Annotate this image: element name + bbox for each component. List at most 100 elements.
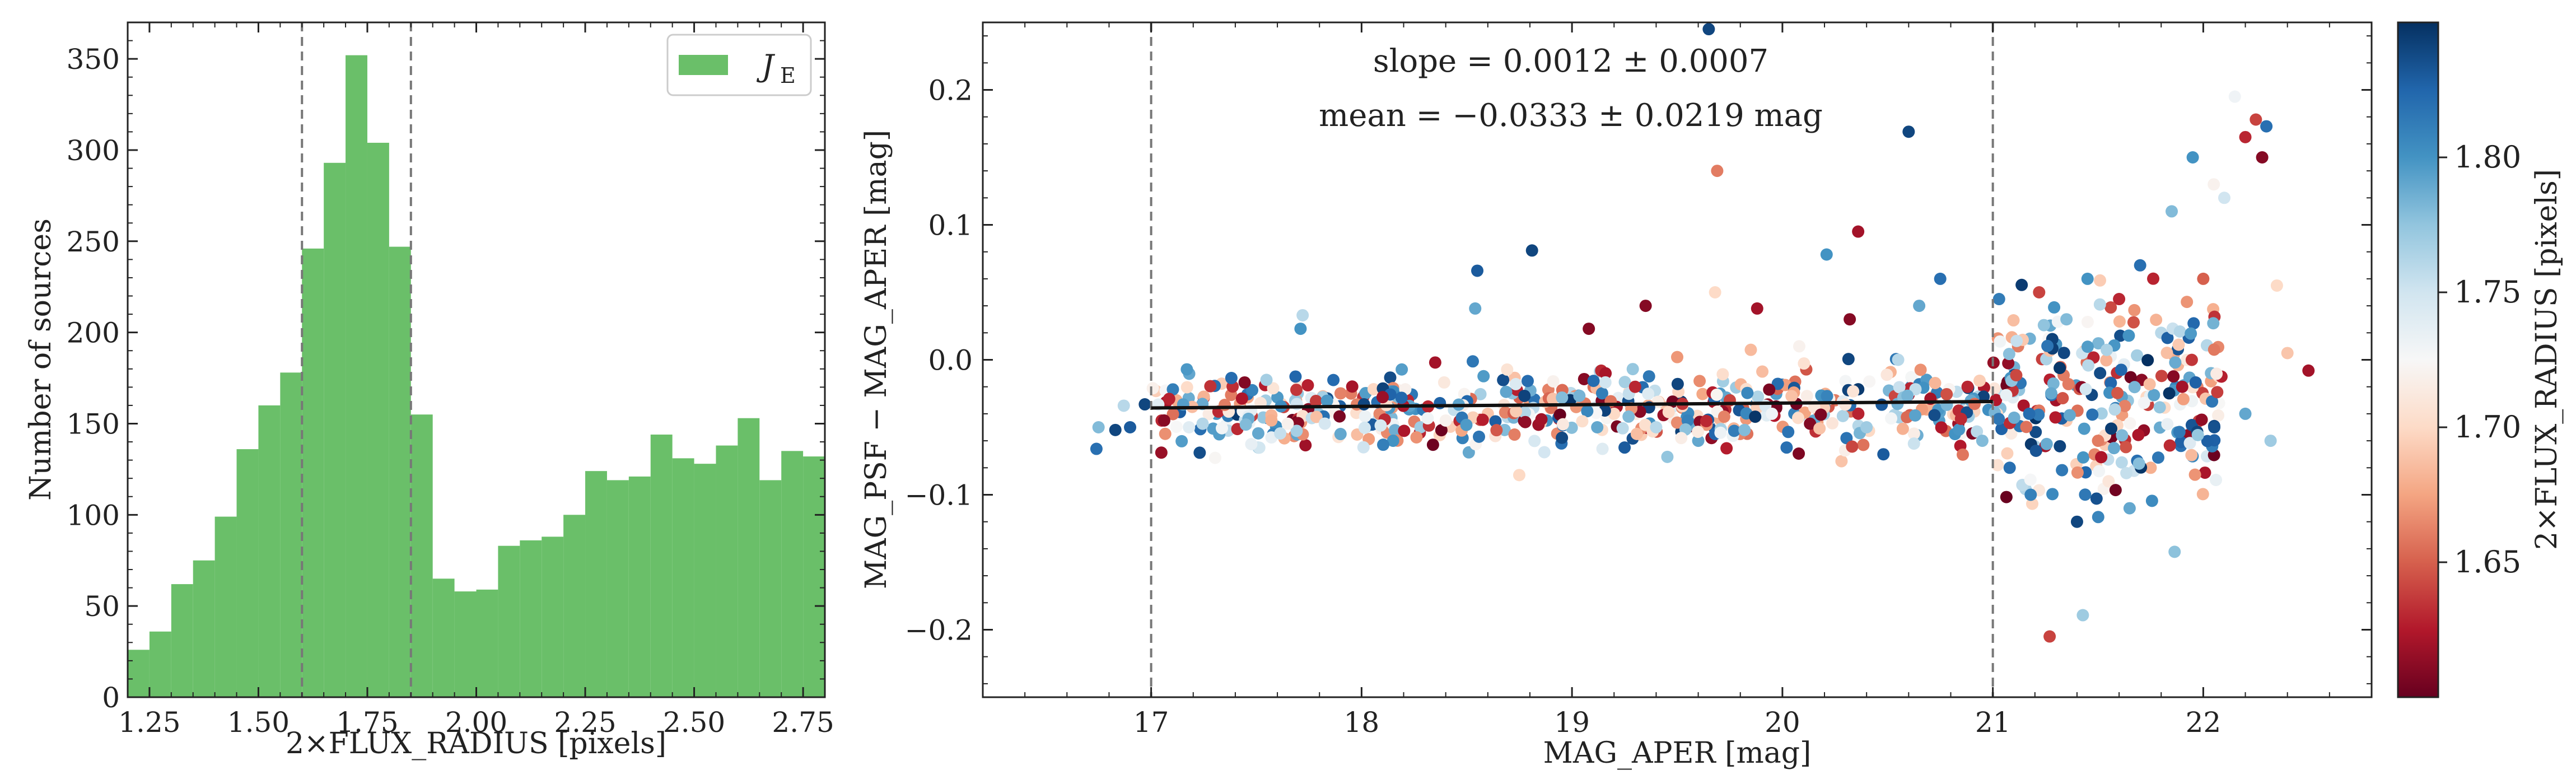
scatter-point <box>1696 388 1709 400</box>
scatter-point <box>1662 405 1675 418</box>
scatter-point <box>2082 359 2095 372</box>
scatter-point <box>1274 427 1287 440</box>
scatter-point <box>1847 385 1860 398</box>
scatter-point <box>2086 408 2099 421</box>
scatter-point <box>2079 488 2092 501</box>
scatter-point <box>1852 225 1865 238</box>
scatter-point <box>2195 413 2208 426</box>
histogram-xtick-label: 2.50 <box>663 706 725 739</box>
scatter-point <box>1842 353 1855 366</box>
scatter-point <box>2264 435 2277 447</box>
histogram-ytick-label: 300 <box>67 134 120 167</box>
scatter-point <box>2037 319 2050 332</box>
scatter-point <box>2063 409 2076 422</box>
histogram-xlabel: 2×FLUX_RADIUS [pixels] <box>286 727 666 760</box>
scatter-point <box>1159 427 1172 440</box>
scatter-point <box>1556 418 1569 431</box>
scatter-point <box>1596 442 1609 455</box>
scatter-point <box>2000 389 2013 402</box>
histogram-bar <box>171 584 193 697</box>
scatter-point <box>1749 410 1762 423</box>
scatter-point <box>2113 315 2126 328</box>
scatter-point <box>2076 609 2089 622</box>
scatter-point <box>1301 379 1314 392</box>
histogram-xtick-label: 1.50 <box>227 706 290 739</box>
histogram-bar <box>738 418 760 697</box>
scatter-point <box>1709 286 1721 298</box>
scatter-point <box>2127 316 2140 329</box>
scatter-point <box>2143 378 2156 391</box>
scatter-point <box>1846 440 1859 453</box>
scatter-point <box>1821 390 1833 403</box>
scatter-point <box>2057 347 2070 360</box>
scatter-point <box>1158 414 1170 427</box>
scatter-point <box>2173 325 2186 338</box>
scatter-point <box>1289 370 1302 383</box>
scatter-point <box>2161 418 2174 431</box>
scatter-point <box>2060 313 2073 326</box>
scatter-point <box>1535 413 1548 426</box>
legend-label-sub: E <box>780 63 796 88</box>
scatter-point <box>1992 413 2005 426</box>
histogram-bar <box>476 589 498 697</box>
scatter-point <box>2163 439 2176 452</box>
scatter-point <box>1935 421 1948 434</box>
scatter-point <box>1166 408 1179 421</box>
scatter-point <box>1462 446 1475 459</box>
colorbar-tick-label: 1.75 <box>2454 274 2521 310</box>
scatter-point <box>2023 407 2036 420</box>
scatter-point <box>1992 293 2005 306</box>
scatter-point <box>2256 151 2269 164</box>
scatter-point <box>2168 545 2181 558</box>
scatter-point <box>2250 113 2262 126</box>
scatter-point <box>1591 421 1604 433</box>
scatter-point <box>1521 375 1534 388</box>
scatter-point <box>1628 380 1641 393</box>
scatter-point <box>2210 474 2223 487</box>
histogram-ytick-label: 200 <box>67 317 120 349</box>
scatter-point <box>1977 390 1990 403</box>
scatter-point <box>1877 448 1890 461</box>
scatter-point <box>2128 304 2141 316</box>
scatter-point <box>1957 448 1970 461</box>
scatter-point <box>1410 431 1423 444</box>
scatter-point <box>1309 394 1322 407</box>
histogram-bar <box>628 476 651 697</box>
histogram-bar <box>716 445 738 697</box>
scatter-point <box>2124 417 2136 430</box>
scatter-point <box>2047 377 2060 390</box>
scatter-point <box>1476 413 1489 426</box>
scatter-point <box>1573 389 1586 402</box>
scatter-point <box>1630 427 1643 440</box>
scatter-point <box>1500 385 1513 398</box>
histogram-xtick-label: 1.75 <box>336 706 398 739</box>
scatter-point <box>2020 421 2033 433</box>
scatter-point <box>2239 407 2252 420</box>
scatter-point <box>2183 437 2196 450</box>
legend-frame <box>666 34 812 96</box>
scatter-point <box>1519 416 1532 428</box>
histogram-ytick-label: 350 <box>67 43 120 76</box>
scatter-point <box>1940 388 1953 400</box>
scatter-point <box>1800 390 1813 403</box>
scatter-point <box>2114 329 2127 342</box>
scatter-point <box>1310 410 1323 423</box>
scatter-point <box>2176 380 2188 393</box>
scatter-point <box>1968 398 1981 410</box>
scatter-point <box>1793 340 1805 353</box>
scatter-point <box>1193 446 1206 459</box>
histogram-xtick-label: 2.75 <box>772 706 834 739</box>
scatter-point <box>1608 407 1621 420</box>
scatter-point <box>1976 435 1989 447</box>
scatter-ytick-label: 0.0 <box>928 344 973 377</box>
scatter-point <box>2185 353 2198 366</box>
scatter-xtick-label: 17 <box>1133 706 1169 739</box>
histogram-xtick-label: 1.25 <box>118 706 180 739</box>
scatter-point <box>1991 459 2004 472</box>
scatter-point <box>1907 427 1920 440</box>
scatter-point <box>1509 377 1522 390</box>
scatter-point <box>1702 23 1715 36</box>
scatter-point <box>2054 440 2066 452</box>
scatter-point <box>1751 302 1763 315</box>
scatter-point <box>2118 399 2131 412</box>
